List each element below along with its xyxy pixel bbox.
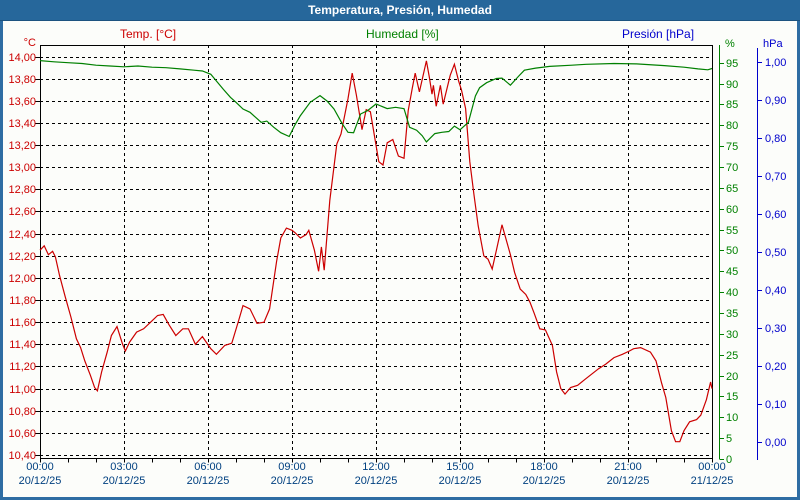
temp-tick-label: 12,60 [8, 205, 36, 218]
x-date-label: 20/12/25 [102, 475, 146, 487]
legend-humidity: Humedad [%] [366, 27, 439, 41]
x-date-label: 20/12/25 [270, 475, 314, 487]
pressure-axis-unit: hPa [763, 38, 783, 50]
x-date-label: 20/12/25 [438, 475, 482, 487]
temp-tick-label: 12,40 [8, 228, 36, 241]
humidity-tick-label: 95 [726, 57, 739, 70]
temp-tick-label: 10,80 [8, 405, 36, 418]
pressure-tick-label: 0,00 [765, 436, 787, 449]
humidity-tick-label: 15 [726, 390, 739, 403]
x-time-label: 00:00 [698, 461, 726, 473]
humidity-tick-label: 65 [726, 182, 739, 195]
temp-tick-label: 12,00 [8, 272, 36, 285]
pressure-tick-label: 0,90 [765, 94, 787, 107]
x-time-label: 06:00 [194, 461, 222, 473]
temp-tick-label: 10,40 [8, 449, 36, 462]
x-time-label: 00:00 [26, 461, 54, 473]
temp-tick-label: 11,80 [9, 294, 36, 307]
temp-tick-label: 10,60 [8, 427, 36, 440]
temp-tick-label: 13,60 [8, 95, 36, 108]
temp-tick-label: 11,40 [9, 338, 36, 351]
x-time-label: 18:00 [530, 461, 558, 473]
temp-series-line [39, 60, 713, 443]
humidity-tick-label: 0 [726, 453, 733, 466]
temp-tick-label: 12,80 [8, 183, 36, 196]
humidity-tick-label: 45 [726, 265, 739, 278]
humidity-tick-label: 55 [726, 224, 739, 237]
x-time-label: 21:00 [614, 461, 642, 473]
pressure-tick-label: 0,30 [765, 322, 787, 335]
x-date-label: 21/12/25 [690, 475, 734, 487]
temp-tick-label: 11,60 [9, 316, 36, 329]
pressure-tick-label: 0,10 [765, 398, 787, 411]
title-bar: Temperatura, Presión, Humedad [0, 0, 800, 21]
temp-tick-label: 13,00 [8, 161, 36, 174]
pressure-tick-label: 1,00 [765, 56, 787, 69]
x-date-label: 20/12/25 [522, 475, 566, 487]
pressure-tick-label: 0,80 [765, 132, 787, 145]
x-time-label: 15:00 [446, 461, 474, 473]
temp-tick-label: 11,00 [9, 383, 36, 396]
temp-tick-label: 13,20 [8, 139, 36, 152]
humidity-tick-label: 35 [726, 307, 739, 320]
temp-tick-label: 13,40 [8, 117, 36, 130]
humidity-tick-label: 60 [726, 203, 739, 216]
humidity-tick-label: 5 [726, 432, 733, 445]
humidity-tick-label: 40 [726, 286, 739, 299]
x-date-label: 20/12/25 [18, 475, 62, 487]
humidity-series-line [39, 60, 713, 143]
humidity-tick-label: 85 [726, 98, 739, 111]
humidity-tick-label: 20 [726, 370, 739, 383]
temp-tick-label: 13,80 [8, 73, 36, 86]
pressure-tick-label: 0,60 [765, 208, 787, 221]
chart-title: Temperatura, Presión, Humedad [308, 3, 492, 17]
x-time-label: 09:00 [278, 461, 306, 473]
temp-axis-unit: °C [23, 37, 36, 49]
humidity-tick-label: 30 [726, 328, 739, 341]
humidity-tick-label: 80 [726, 119, 739, 132]
pressure-tick-label: 0,70 [765, 170, 787, 183]
temp-tick-label: 11,20 [9, 360, 36, 373]
humidity-tick-label: 90 [726, 78, 739, 91]
humidity-tick-label: 25 [726, 349, 739, 362]
temp-tick-label: 12,20 [8, 250, 36, 263]
humidity-tick-label: 70 [726, 161, 739, 174]
legend-pressure: Presión [hPa] [622, 27, 695, 41]
humidity-axis-unit: % [725, 38, 735, 50]
temp-tick-label: 14,00 [8, 51, 36, 64]
humidity-tick-label: 50 [726, 244, 739, 257]
x-date-label: 20/12/25 [354, 475, 398, 487]
x-time-label: 03:00 [110, 461, 138, 473]
pressure-tick-label: 0,50 [765, 246, 787, 259]
pressure-tick-label: 0,20 [765, 360, 787, 373]
humidity-tick-label: 75 [726, 140, 739, 153]
pressure-tick-label: 0,40 [765, 284, 787, 297]
x-date-label: 20/12/25 [606, 475, 650, 487]
x-date-label: 20/12/25 [186, 475, 230, 487]
legend-temperature: Temp. [°C] [120, 27, 177, 41]
humidity-tick-label: 10 [726, 411, 739, 424]
x-time-label: 12:00 [362, 461, 390, 473]
